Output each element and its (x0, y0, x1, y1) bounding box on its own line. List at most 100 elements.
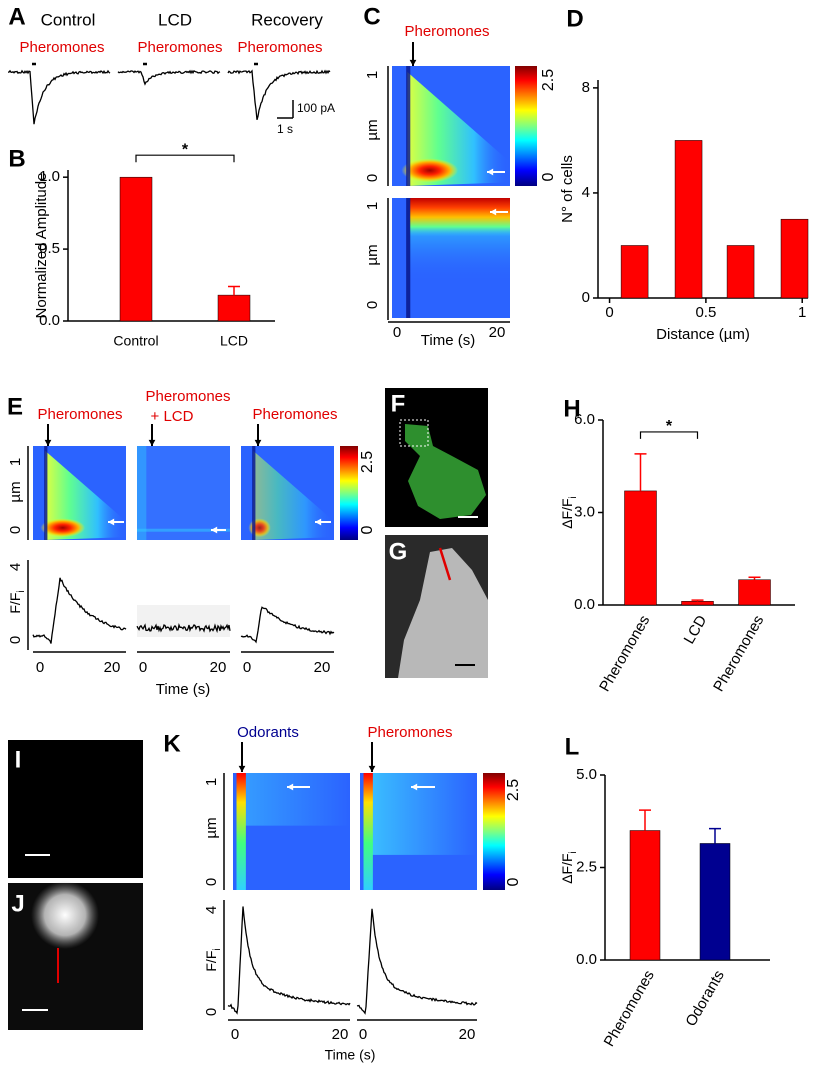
cell (31, 881, 99, 949)
heatmap-wave (253, 450, 334, 540)
panel-letter: K (163, 730, 181, 757)
colorbar (483, 773, 505, 890)
error-bar (228, 285, 240, 296)
axis-title: F/Fi (203, 948, 223, 971)
stimulus-label: Pheromones (237, 39, 322, 56)
significance-label: * (666, 418, 673, 435)
label: 0 (139, 659, 147, 676)
y-tick-label: 6.0 (574, 411, 595, 428)
panel-letter: C (363, 3, 380, 30)
label: 100 pA (297, 101, 335, 115)
line-scan (438, 547, 452, 581)
panel-letter: F (391, 390, 406, 417)
error-bar (709, 827, 721, 844)
panel-letter: B (8, 145, 25, 172)
trace (227, 906, 351, 1015)
arrow-head (148, 439, 156, 446)
x-tick-label: Pheromones (596, 612, 653, 694)
stimulus-label: Pheromones (145, 388, 230, 405)
trace (8, 69, 111, 125)
heatmap-band (409, 198, 510, 237)
y-tick-label: 0.0 (576, 951, 597, 968)
heatmap-hot (248, 518, 271, 538)
label: 4 (203, 906, 220, 914)
label: 1 (364, 202, 381, 210)
y-tick-label: 2.5 (576, 858, 597, 875)
stimulus-label: Pheromones (37, 406, 122, 423)
arrow-head (254, 439, 262, 446)
stimulus-label: Odorants (237, 724, 299, 741)
label: 20 (459, 1026, 476, 1043)
label: 20 (104, 659, 121, 676)
y-tick-label: 5.0 (576, 766, 597, 783)
significance-label: * (182, 141, 189, 158)
arrow-head (238, 765, 246, 772)
bar (780, 218, 809, 299)
y-tick-label: 8 (582, 79, 590, 96)
bar (738, 579, 771, 606)
bar (681, 601, 714, 606)
label: 0 (36, 659, 44, 676)
bar (119, 176, 153, 322)
axis-title: Distance (µm) (656, 326, 750, 343)
x-tick-label: Odorants (682, 967, 728, 1029)
error-bar (639, 809, 651, 831)
stimulus-label: Pheromones (367, 724, 452, 741)
y-tick-label: 0 (582, 289, 590, 306)
label: 20 (332, 1026, 349, 1043)
arrow-head (108, 518, 115, 526)
trace (32, 577, 127, 644)
panel-letter: L (565, 733, 580, 760)
y-tick-label: 0.0 (574, 596, 595, 613)
cell (405, 424, 486, 519)
x-tick-label: 0.5 (695, 304, 716, 321)
label: 4 (7, 563, 24, 571)
panel-letter: G (389, 538, 408, 565)
label: 0 (359, 525, 376, 534)
arrow-head (287, 783, 294, 791)
bar (620, 245, 649, 299)
stimulus-label: Pheromones (19, 39, 104, 56)
label: 0 (7, 526, 24, 534)
image-i (8, 740, 143, 878)
axis-title-main: ΔF/F (559, 853, 575, 883)
axis-title: ΔF/Fi (559, 496, 579, 529)
stimulus-label: Pheromones (137, 39, 222, 56)
axis-title-subscript: i (212, 948, 223, 950)
arrow-head (368, 765, 376, 772)
trace (117, 69, 221, 86)
axis-title-main: F/F (7, 593, 23, 614)
heatmap-stripe (44, 446, 48, 540)
label: µm (7, 481, 24, 502)
treatment-label: + LCD (151, 408, 194, 425)
label: 20 (314, 659, 331, 676)
bar (699, 843, 731, 961)
label: Time (s) (325, 1047, 376, 1063)
trace (227, 69, 331, 120)
panel-letter: D (566, 5, 583, 32)
label: 0 (203, 1008, 220, 1016)
condition-label: Recovery (251, 10, 323, 29)
x-tick-label: Control (113, 333, 158, 349)
axis-title-main: F/F (203, 951, 219, 972)
error-bar (691, 599, 704, 602)
arrow-head (44, 439, 52, 446)
arrow-head (490, 208, 497, 216)
heatmap-line (137, 528, 230, 532)
label: 0 (364, 174, 381, 182)
label: µm (203, 817, 220, 838)
label: µm (364, 119, 381, 140)
heatmap-haze (137, 446, 147, 540)
bar (624, 490, 657, 606)
cell (398, 548, 488, 678)
trace (240, 606, 335, 644)
condition-label: Control (41, 10, 96, 29)
axis-title: F/Fi (7, 590, 27, 613)
label: 1 (7, 458, 24, 466)
condition-label: LCD (158, 10, 192, 29)
label: 0 (540, 172, 557, 181)
label: 0 (243, 659, 251, 676)
y-tick-label: 3.0 (574, 503, 595, 520)
bar (217, 294, 251, 322)
